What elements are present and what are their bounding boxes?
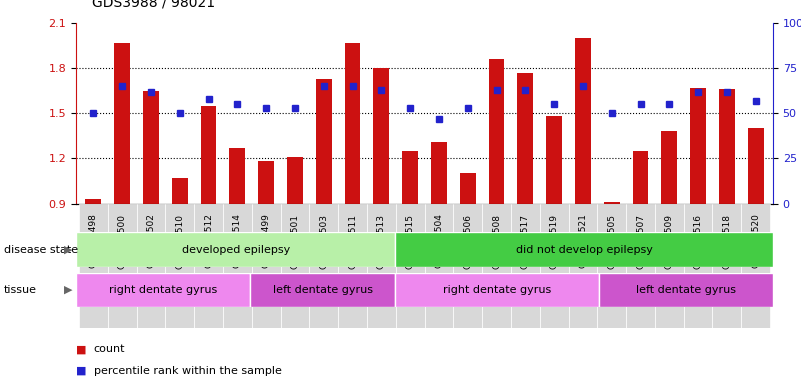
Bar	[143, 91, 159, 204]
Bar	[713, 204, 741, 328]
Text: tissue: tissue	[4, 285, 37, 295]
Text: GSM671519: GSM671519	[549, 214, 558, 268]
Bar	[115, 43, 130, 204]
Bar	[108, 204, 136, 328]
Text: GSM671510: GSM671510	[175, 214, 184, 268]
Bar	[280, 204, 309, 328]
Text: GSM671513: GSM671513	[376, 214, 386, 268]
Bar	[165, 204, 194, 328]
Bar	[540, 204, 569, 328]
Text: right dentate gyrus: right dentate gyrus	[109, 285, 217, 295]
Text: ■: ■	[76, 344, 87, 354]
Bar	[633, 151, 649, 204]
Bar	[431, 142, 447, 204]
Bar	[373, 68, 389, 204]
Text: GDS3988 / 98021: GDS3988 / 98021	[92, 0, 215, 10]
Bar	[741, 204, 770, 328]
Text: GSM671512: GSM671512	[204, 214, 213, 268]
Text: GSM671518: GSM671518	[723, 214, 731, 268]
Text: left dentate gyrus: left dentate gyrus	[273, 285, 373, 295]
Text: count: count	[94, 344, 125, 354]
Text: percentile rank within the sample: percentile rank within the sample	[94, 366, 282, 376]
Bar	[684, 204, 713, 328]
Bar	[338, 204, 367, 328]
Bar	[250, 273, 396, 307]
Text: GSM671515: GSM671515	[405, 214, 415, 268]
Text: GSM671501: GSM671501	[291, 214, 300, 268]
Text: GSM671521: GSM671521	[578, 214, 587, 268]
Bar	[367, 204, 396, 328]
Bar	[309, 204, 338, 328]
Bar	[511, 204, 540, 328]
Bar	[258, 161, 274, 204]
Bar	[223, 204, 252, 328]
Bar	[79, 204, 108, 328]
Text: GSM671507: GSM671507	[636, 214, 645, 268]
Text: GSM671506: GSM671506	[463, 214, 473, 268]
Bar	[396, 232, 773, 267]
Bar	[287, 157, 303, 204]
Text: GSM671509: GSM671509	[665, 214, 674, 268]
Bar	[229, 148, 245, 204]
Bar	[194, 204, 223, 328]
Text: GSM671511: GSM671511	[348, 214, 357, 268]
Bar	[719, 89, 735, 204]
Bar	[690, 88, 706, 204]
Bar	[575, 38, 591, 204]
Bar	[546, 116, 562, 204]
Bar	[453, 204, 482, 328]
Bar	[460, 174, 476, 204]
Bar	[316, 79, 332, 204]
Bar	[599, 273, 773, 307]
Text: developed epilepsy: developed epilepsy	[182, 245, 290, 255]
Text: GSM671508: GSM671508	[492, 214, 501, 268]
Bar	[598, 204, 626, 328]
Bar	[136, 204, 165, 328]
Bar	[200, 106, 216, 204]
Text: GSM671503: GSM671503	[320, 214, 328, 268]
Bar	[396, 273, 598, 307]
Text: GSM671502: GSM671502	[147, 214, 155, 268]
Bar	[252, 204, 280, 328]
Bar	[517, 73, 533, 204]
Bar	[482, 204, 511, 328]
Text: disease state: disease state	[4, 245, 78, 255]
Bar	[748, 128, 763, 204]
Text: ■: ■	[76, 366, 87, 376]
Text: GSM671520: GSM671520	[751, 214, 760, 268]
Text: ▶: ▶	[63, 285, 72, 295]
Text: GSM671514: GSM671514	[233, 214, 242, 268]
Text: GSM671505: GSM671505	[607, 214, 616, 268]
Bar	[655, 204, 684, 328]
Bar	[569, 204, 598, 328]
Bar	[172, 178, 187, 204]
Bar	[86, 199, 101, 204]
Text: right dentate gyrus: right dentate gyrus	[443, 285, 551, 295]
Text: GSM671498: GSM671498	[89, 214, 98, 268]
Bar	[76, 232, 396, 267]
Text: left dentate gyrus: left dentate gyrus	[636, 285, 736, 295]
Text: GSM671517: GSM671517	[521, 214, 529, 268]
Bar	[344, 43, 360, 204]
Bar	[76, 273, 250, 307]
Text: GSM671516: GSM671516	[694, 214, 702, 268]
Bar	[402, 151, 418, 204]
Bar	[626, 204, 655, 328]
Bar	[396, 204, 425, 328]
Bar	[604, 202, 620, 204]
Bar	[662, 131, 677, 204]
Text: did not develop epilepsy: did not develop epilepsy	[516, 245, 653, 255]
Text: GSM671500: GSM671500	[118, 214, 127, 268]
Bar	[489, 59, 505, 204]
Text: ▶: ▶	[63, 245, 72, 255]
Bar	[425, 204, 453, 328]
Text: GSM671499: GSM671499	[262, 214, 271, 268]
Text: GSM671504: GSM671504	[434, 214, 444, 268]
